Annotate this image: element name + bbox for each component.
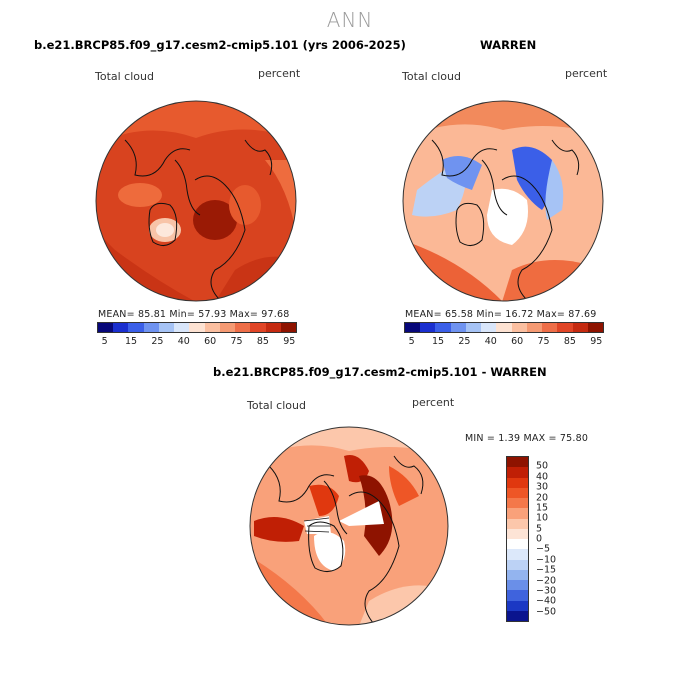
colorbar-swatch [507,477,528,488]
colorbar-swatch [128,323,144,332]
colorbar-tick-label: 25 [458,336,471,347]
panel-title-diff: b.e21.BRCP85.f09_g17.cesm2-cmip5.101 - W… [213,365,547,379]
colorbar-labels-diff: 50 40 30 20 15 10 5 0 −5 −10 −15 −20 −30 −40 −50 [536,456,576,622]
colorbar-swatch [572,323,588,332]
colorbar-swatch [143,323,159,332]
colorbar-swatch [587,323,604,332]
colorbar-swatch [189,323,205,332]
panel-title-model: b.e21.BRCP85.f09_g17.cesm2-cmip5.101 (yr… [34,38,406,52]
colorbar-tick-label: 30 [536,481,549,493]
colorbar-swatch [526,323,543,332]
units-label-diff: percent [412,396,455,409]
colorbar-tick-label: 15 [125,336,138,347]
colorbar-swatch [507,508,528,519]
colorbar-swatch [481,323,497,332]
colorbar-swatch [507,580,528,591]
colorbar-swatch [507,498,528,509]
colorbar-tick-label: −10 [536,554,557,566]
colorbar-tick-label: 95 [590,336,603,347]
colorbar-tick-label: −5 [536,543,551,555]
colorbar-swatch [507,559,528,570]
colorbar-swatch [113,323,129,332]
colorbar-swatch [280,323,297,332]
stats-diff: MIN = 1.39 MAX = 75.80 [465,433,589,444]
colorbar-swatch [507,600,528,611]
colorbar-tick-label: 40 [536,471,549,483]
stats-obs: MEAN= 65.58 Min= 16.72 Max= 87.69 [405,309,597,320]
field-label-diff: Total cloud [247,399,306,412]
colorbar-swatch [450,323,466,332]
colorbar-swatch [542,323,558,332]
colorbar-swatch [507,569,528,580]
colorbar-swatch [405,323,421,332]
colorbar-swatch [507,487,528,498]
colorbar-tick-label: 40 [177,336,190,347]
colorbar-tick-label: −30 [536,585,557,597]
units-label-model: percent [258,67,301,80]
polar-map-model [95,100,297,302]
colorbar-swatch [250,323,266,332]
colorbar-tick-label: 40 [484,336,497,347]
panel-title-obs: WARREN [480,38,537,52]
colorbar-swatch [465,323,482,332]
colorbar-swatch [420,323,436,332]
colorbar-swatch [507,610,528,621]
colorbar-tick-label: 85 [256,336,269,347]
colorbar-tick-label: −50 [536,606,557,618]
stats-model: MEAN= 85.81 Min= 57.93 Max= 97.68 [98,309,290,320]
colorbar-tick-label: 5 [408,336,415,347]
colorbar-tick-label: −15 [536,564,557,576]
colorbar-labels-model: 5 15 25 40 60 75 85 95 [97,336,297,348]
colorbar-swatch [507,590,528,601]
colorbar-tick-label: 5 [101,336,108,347]
colorbar-swatch [507,549,528,560]
field-label-model: Total cloud [95,70,154,83]
colorbar-swatch [507,528,528,539]
colorbar-swatch [507,539,528,550]
field-label-obs: Total cloud [402,70,461,83]
colorbar-tick-label: 5 [536,523,543,535]
colorbar-diff [506,456,529,622]
colorbar-swatch [496,323,512,332]
colorbar-obs [404,322,604,333]
colorbar-tick-label: 25 [151,336,164,347]
colorbar-swatch [507,467,528,478]
colorbar-model [97,322,297,333]
units-label-obs: percent [565,67,608,80]
colorbar-tick-label: 0 [536,533,543,545]
polar-map-obs [402,100,604,302]
colorbar-swatch [158,323,175,332]
colorbar-tick-label: 20 [536,492,549,503]
colorbar-swatch [507,518,528,529]
colorbar-tick-label: 50 [536,460,549,472]
colorbar-swatch [98,323,114,332]
colorbar-tick-label: 60 [204,336,217,347]
colorbar-swatch [219,323,236,332]
colorbar-tick-label: 95 [283,336,296,347]
colorbar-tick-label: 85 [563,336,576,347]
colorbar-swatch [511,323,527,332]
colorbar-tick-label: −40 [536,595,557,607]
colorbar-tick-label: 75 [230,336,243,347]
colorbar-swatch [235,323,251,332]
page-title: ANN [326,8,374,32]
colorbar-labels-obs: 5 15 25 40 60 75 85 95 [404,336,604,348]
colorbar-swatch [435,323,451,332]
colorbar-swatch [174,323,190,332]
colorbar-tick-label: 15 [536,502,549,514]
polar-map-diff [249,426,449,626]
colorbar-swatch [265,323,281,332]
colorbar-swatch [204,323,220,332]
colorbar-tick-label: −20 [536,575,557,586]
colorbar-tick-label: 75 [537,336,550,347]
colorbar-tick-label: 15 [432,336,445,347]
colorbar-swatch [557,323,573,332]
colorbar-tick-label: 60 [511,336,524,347]
colorbar-swatch [507,457,528,468]
colorbar-tick-label: 10 [536,512,549,524]
